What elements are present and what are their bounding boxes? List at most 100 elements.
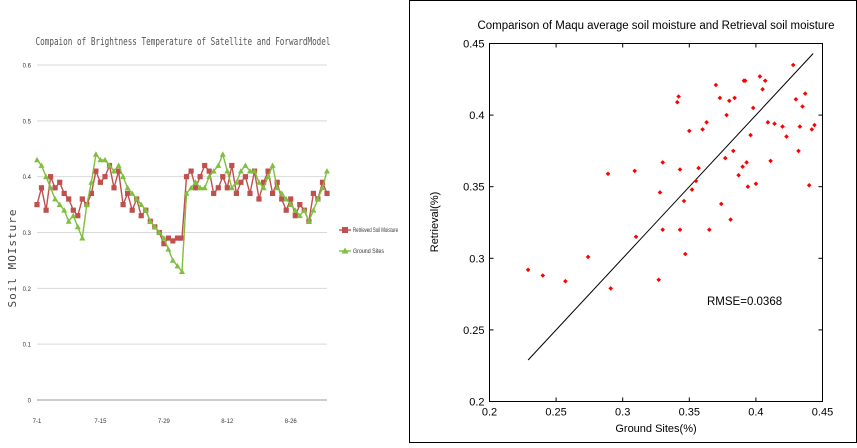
left-x-tick-label: 8-26 xyxy=(285,419,298,425)
ground-sites-point xyxy=(106,162,113,168)
retrieved-soil-moisture-point xyxy=(61,190,67,196)
right-scatter-point xyxy=(585,254,591,260)
right-x-tick-label: 0.2 xyxy=(482,407,497,419)
retrieved-soil-moisture-point xyxy=(233,190,239,196)
ground-sites-point xyxy=(129,190,136,196)
right-fit-line xyxy=(527,53,814,361)
right-scatter-point xyxy=(765,120,771,125)
right-scatter-point xyxy=(632,168,637,174)
retrieved-soil-moisture-point xyxy=(319,179,326,185)
retrieved-soil-moisture-point xyxy=(206,168,212,174)
ground-sites-point xyxy=(47,184,54,191)
ground-sites-point xyxy=(115,162,122,168)
right-scatter-point xyxy=(660,160,665,165)
retrieved-soil-moisture-point xyxy=(274,179,280,185)
left-legend: Retrieved Soil Moisture Ground Sites xyxy=(339,227,398,255)
right-scatter-point xyxy=(797,124,803,129)
right-scatter-point xyxy=(723,155,728,161)
retrieved-soil-moisture-point xyxy=(38,185,45,191)
right-y-tick-label: 0.45 xyxy=(463,39,484,51)
retrieved-soil-moisture-point xyxy=(292,213,298,219)
right-scatter-point xyxy=(676,94,681,99)
right-scatter-point xyxy=(660,227,665,232)
legend-ground-label: Ground Sites xyxy=(353,249,384,255)
retrieved-soil-moisture-point xyxy=(125,190,131,196)
retrieved-soil-moisture-point xyxy=(34,202,40,208)
ground-sites-point xyxy=(305,218,312,224)
right-scatter-point xyxy=(753,181,759,187)
retrieved-soil-moisture-point xyxy=(120,202,126,208)
right-scatter-point xyxy=(713,82,719,88)
ground-sites-point xyxy=(283,196,290,202)
right-scatter-point xyxy=(696,165,701,171)
ground-sites-point xyxy=(287,201,294,207)
retrieved-soil-moisture-point xyxy=(93,168,99,174)
left-y-tick-label: 0.4 xyxy=(23,175,32,181)
right-scatter-point xyxy=(802,91,808,96)
retrieved-soil-moisture-point xyxy=(238,179,244,185)
retrieved-soil-moisture-point xyxy=(79,196,85,202)
legend-retrieved-label: Retrieved Soil Moisture xyxy=(353,228,398,234)
retrieved-soil-moisture-point xyxy=(261,179,267,185)
retrieved-soil-moisture-point xyxy=(202,162,208,169)
ground-sites-point xyxy=(111,168,117,174)
retrieved-soil-moisture-point xyxy=(66,196,72,202)
right-scatter-point xyxy=(768,158,773,164)
retrieved-soil-moisture-point xyxy=(129,207,135,213)
right-scatter-point xyxy=(744,160,749,165)
ground-sites-point xyxy=(169,257,176,263)
ground-sites-point xyxy=(224,168,231,174)
retrieved-soil-moisture-point xyxy=(48,174,54,180)
ground-sites-point xyxy=(165,246,172,252)
retrieved-soil-moisture-point xyxy=(188,168,194,174)
brightness-line-chart: Compaion of Brightness Temperature of Sa… xyxy=(6,35,398,425)
ground-sites-point xyxy=(179,268,185,274)
ground-sites-point xyxy=(242,162,249,168)
retrieved-soil-moisture-point xyxy=(193,185,199,191)
retrieved-soil-moisture-point xyxy=(138,213,144,219)
ground-sites-point xyxy=(65,218,72,224)
ground-sites-point xyxy=(133,196,140,202)
ground-sites-point xyxy=(160,235,167,241)
right-y-tick-label: 0.35 xyxy=(463,182,484,194)
right-scatter-point xyxy=(745,184,751,189)
right-scatter-point xyxy=(707,227,712,232)
retrieved-soil-moisture-point xyxy=(43,207,49,213)
left-y-tick-label: 0.5 xyxy=(23,119,32,125)
ground-sites-point xyxy=(265,173,272,180)
right-x-axis-label: Ground Sites(%) xyxy=(615,423,696,435)
right-x-tick-label: 0.3 xyxy=(615,407,630,419)
retrieved-soil-moisture-point xyxy=(111,185,117,191)
ground-sites-point xyxy=(292,207,299,213)
right-y-tick-label: 0.2 xyxy=(469,397,484,409)
ground-sites-point xyxy=(70,212,77,219)
ground-sites-point xyxy=(52,196,59,202)
retrieved-soil-moisture-point xyxy=(88,190,94,196)
right-scatter-point xyxy=(540,273,546,278)
ground-sites-point xyxy=(251,168,258,174)
ground-sites-point xyxy=(219,151,226,157)
ground-sites-point xyxy=(43,173,50,180)
left-y-tick-label: 0.3 xyxy=(23,231,32,237)
retrieved-soil-moisture-point xyxy=(256,196,262,202)
right-y-tick-label: 0.3 xyxy=(469,253,484,265)
ground-sites-point xyxy=(278,190,285,196)
retrieved-soil-moisture-point xyxy=(102,174,108,180)
right-scatter-point xyxy=(719,201,724,207)
ground-sites-point xyxy=(74,223,81,230)
right-scatter-point xyxy=(790,62,796,68)
retrieved-soil-moisture-point xyxy=(75,213,81,219)
left-x-tick-label: 7-15 xyxy=(94,419,107,425)
ground-sites-point xyxy=(274,184,281,191)
right-chart-panel: Comparison of Maqu average soil moisture… xyxy=(409,0,857,443)
right-scatter-point xyxy=(675,99,680,105)
right-scatter-point xyxy=(727,98,732,104)
ground-sites-point xyxy=(301,207,308,213)
retrieved-soil-moisture-point xyxy=(247,190,253,196)
right-x-tick-label: 0.45 xyxy=(812,407,833,419)
ground-sites-point xyxy=(88,179,95,185)
right-x-tick-label: 0.25 xyxy=(545,407,566,419)
retrieved-soil-moisture-point xyxy=(161,241,167,247)
right-scatter-point xyxy=(677,227,683,232)
ground-sites-point xyxy=(247,168,253,174)
